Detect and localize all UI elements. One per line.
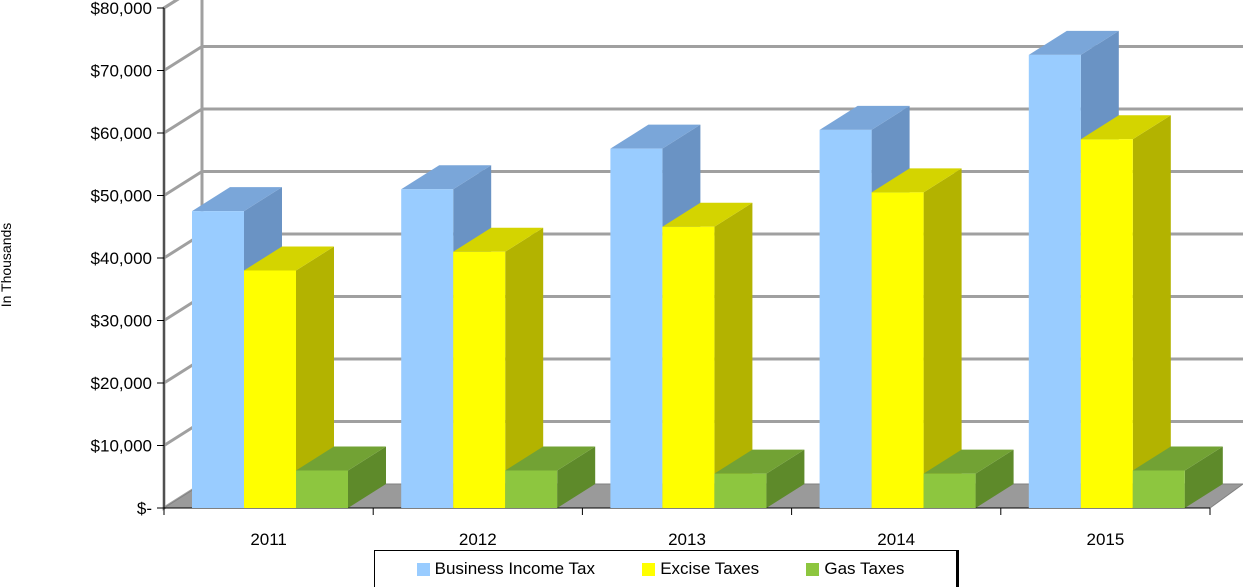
bar-front [1080,139,1133,508]
bar-front [662,226,715,508]
y-tick-label: $50,000 [91,187,152,206]
bar-2013-excise-taxes [662,202,753,508]
bar-side [505,227,544,508]
bar-front [296,470,348,508]
bar-top [871,168,962,193]
legend-item-gas-taxes: Gas Taxes [806,559,904,579]
legend-item-business-income-tax: Business Income Tax [416,559,595,579]
y-tick-label: $40,000 [91,249,152,268]
bar-2012-gas-taxes [505,446,596,508]
y-tick-label: $- [137,499,152,518]
bar-side [1184,446,1223,508]
x-tick-label: 2015 [1086,530,1124,549]
bar-top [296,446,386,471]
bar-front [401,189,454,508]
bar-top [923,449,1014,474]
bar-front [192,211,244,508]
legend-label: Excise Taxes [660,559,760,578]
bar-2011-gas-taxes [296,446,386,508]
bar-front [871,192,924,508]
y-tick-label: $70,000 [91,62,152,81]
bar-front [1132,470,1185,508]
x-tick-label: 2012 [459,530,497,549]
bar-front [453,251,506,508]
legend-swatch-business-income-tax [416,562,430,576]
bar-top [1132,446,1223,471]
bars [192,30,1223,508]
bar-top [610,124,701,149]
bar-top [244,246,334,271]
y-tick-label: $60,000 [91,124,152,143]
x-tick-label: 2011 [250,530,287,549]
bar-2014-excise-taxes [871,168,962,508]
bar-side [975,449,1014,508]
bar-top [192,187,282,212]
bar-top [1028,30,1119,55]
bar-2013-gas-taxes [714,449,805,508]
bar-top [505,446,596,471]
bar-side [1132,115,1171,508]
y-axis-ticks: $- $10,000 $20,000 $30,000 $40,000 $50,000 $60… [91,0,165,518]
gridline [163,45,1243,72]
bar-2012-excise-taxes [453,227,544,508]
x-tick-label: 2014 [877,530,915,549]
bar-top [662,202,753,227]
bar-front [714,473,767,508]
bar-front [244,270,296,508]
legend: Business Income Tax Excise Taxes Gas Tax… [374,550,959,587]
legend-item-excise-taxes: Excise Taxes [642,559,759,579]
y-tick-label: $30,000 [91,312,152,331]
bar-side [923,168,962,508]
bar-front [610,148,663,508]
legend-swatch-excise-taxes [642,562,656,576]
bar-top [714,449,805,474]
bar-2015-gas-taxes [1132,446,1223,508]
bar-2014-gas-taxes [923,449,1014,508]
bar-side [557,446,596,508]
bar-2015-excise-taxes [1080,115,1171,508]
y-tick-label: $10,000 [91,437,152,456]
gridline [163,0,180,10]
bar-front [923,473,976,508]
bar-top [819,105,910,130]
legend-swatch-gas-taxes [806,562,820,576]
bar-top [1080,115,1171,140]
x-tick-label: 2013 [668,530,706,549]
y-tick-label: $20,000 [91,374,152,393]
legend-label: Gas Taxes [824,559,905,578]
bar-front [1028,54,1081,508]
bar-2011-excise-taxes [244,246,334,508]
legend-label: Business Income Tax [434,559,595,578]
bar-side [766,449,805,508]
y-tick-label: $80,000 [91,0,152,18]
bar-side [714,202,753,508]
bar-side [348,446,386,508]
bar-top [453,227,544,252]
bar-side [296,246,334,508]
bar-top [401,165,492,190]
bar-front [505,470,558,508]
bar-front [819,129,872,508]
x-axis-ticks: 2011 2012 2013 2014 2015 [163,508,1211,549]
y-axis-label: In Thousands [0,223,14,308]
